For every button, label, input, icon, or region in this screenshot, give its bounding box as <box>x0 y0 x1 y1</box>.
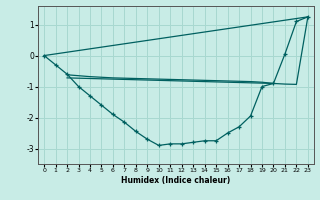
X-axis label: Humidex (Indice chaleur): Humidex (Indice chaleur) <box>121 176 231 185</box>
